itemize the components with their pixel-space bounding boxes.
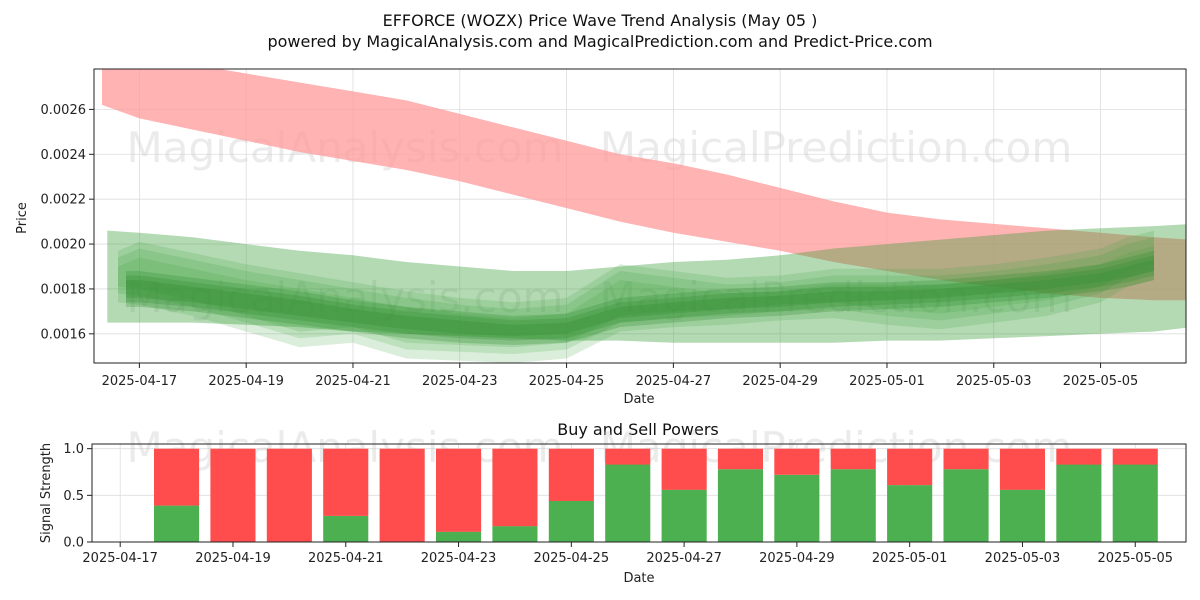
green-core-band [126,255,1154,341]
signal-x-tick-label: 2025-04-21 [308,551,384,566]
sell-bar [999,448,1045,490]
sell-bar [492,448,538,527]
sell-bar [379,448,425,542]
price-y-tick-label: 0.0026 [41,103,87,118]
price-y-axis: 0.0016 0.0018 0.0020 0.0022 0.0024 0.0026 [41,103,94,342]
green-core-band [126,250,1154,337]
signal-chart-frame [91,443,1187,543]
sell-bar [943,448,989,470]
sell-bar [774,448,820,475]
signal-x-tick-label: 2025-04-17 [82,551,158,566]
sell-bar [887,448,933,486]
sell-bar [548,448,594,501]
signal-x-tick-label: 2025-05-03 [985,551,1061,566]
price-x-tick-label: 2025-04-19 [208,374,284,389]
price-x-axis: 2025-04-17 2025-04-19 2025-04-21 2025-04-23… [102,363,1139,389]
green-wave-band [118,246,1154,363]
sell-bar [154,448,200,506]
buy-bar [436,531,482,542]
price-y-tick-label: 0.0016 [41,327,87,342]
buy-bar [1056,464,1102,542]
signal-x-tick-label: 2025-04-23 [421,551,497,566]
signal-y-axis: 0.0 0.5 1.0 [63,442,92,551]
red-trend-band [102,69,1186,301]
sell-bar [830,448,876,470]
buy-bar [154,505,200,542]
buy-bar [1112,464,1158,542]
signal-x-tick-label: 2025-04-27 [646,551,722,566]
green-core-band [126,259,1154,345]
price-x-tick-label: 2025-04-27 [636,374,712,389]
green-outer-band [107,224,1186,343]
price-y-label: Price [15,202,30,234]
buy-bar [661,489,707,542]
price-x-label: Date [623,392,654,407]
price-y-tick-label: 0.0018 [41,282,87,297]
sell-bar [605,448,651,465]
buy-bar [323,515,369,542]
signal-y-tick-label: 1.0 [63,442,84,457]
price-x-tick-label: 2025-05-03 [956,374,1032,389]
buy-bar [830,469,876,542]
figure-subtitle: powered by MagicalAnalysis.com and Magic… [267,32,932,51]
price-x-tick-label: 2025-04-21 [315,374,391,389]
buy-bar [943,469,989,542]
buy-bar [717,469,763,542]
price-x-tick-label: 2025-04-23 [422,374,498,389]
sell-bar [717,448,763,470]
sell-bar [436,448,482,532]
signal-y-label: Signal Strength [39,443,54,543]
price-chart-frame [93,68,1187,364]
signal-chart-title: Buy and Sell Powers [557,420,719,439]
green-wave-band [118,230,1154,348]
buy-bar [774,474,820,542]
sell-bar [323,448,369,516]
signal-bars [154,448,1158,542]
signal-x-axis: 2025-04-17 2025-04-19 2025-04-21 2025-04-23… [82,542,1173,566]
signal-x-tick-label: 2025-04-25 [534,551,610,566]
buy-bar [999,489,1045,542]
price-x-tick-label: 2025-05-05 [1063,374,1139,389]
signal-y-tick-label: 0.5 [63,489,84,504]
signal-x-label: Date [623,571,654,586]
price-x-tick-label: 2025-04-25 [529,374,605,389]
price-x-tick-label: 2025-05-01 [849,374,925,389]
price-bands [102,69,1186,363]
price-x-tick-label: 2025-04-17 [102,374,178,389]
price-x-tick-label: 2025-04-29 [742,374,818,389]
green-wave-band [118,237,1154,354]
figure-title: EFFORCE (WOZX) Price Wave Trend Analysis… [383,11,818,30]
buy-bar [887,485,933,542]
price-y-tick-label: 0.0022 [41,193,87,208]
buy-bar [548,500,594,542]
watermark-prediction: MagicalPrediction.com [600,123,1073,172]
watermark-analysis-lower: MagicalAnalysis.com [127,273,564,322]
sell-bar [661,448,707,490]
signal-y-tick-label: 0.0 [63,536,84,551]
sell-bar [1056,448,1102,465]
buy-bar [605,464,651,542]
price-y-tick-label: 0.0020 [41,238,87,253]
signal-x-tick-label: 2025-04-19 [195,551,271,566]
sell-bar [1112,448,1158,465]
signal-x-tick-label: 2025-05-01 [872,551,948,566]
signal-x-tick-label: 2025-04-29 [759,551,835,566]
price-y-tick-label: 0.0024 [41,148,87,163]
sell-bar [210,448,256,542]
signal-x-tick-label: 2025-05-05 [1097,551,1173,566]
sell-bar [266,448,312,542]
buy-bar [492,526,538,542]
